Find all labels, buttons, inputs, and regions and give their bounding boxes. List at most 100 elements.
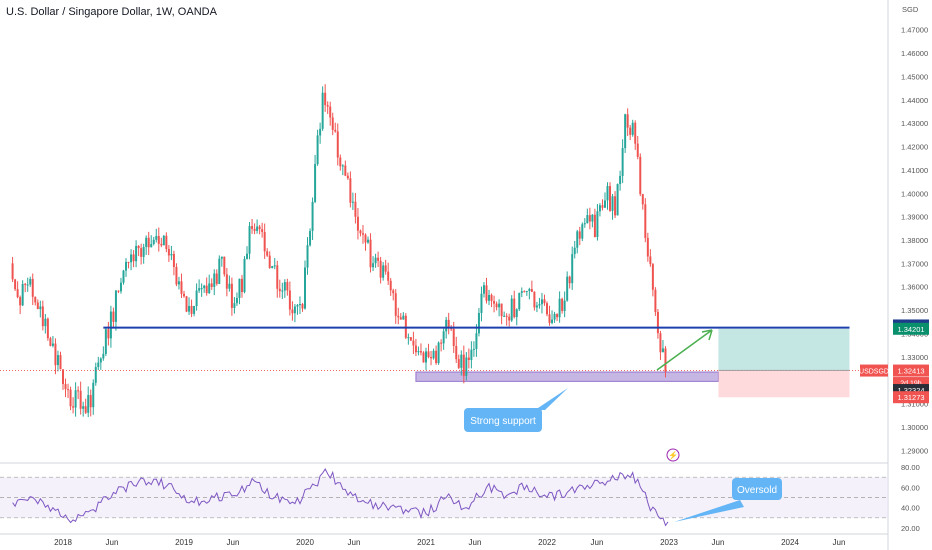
candle-body — [440, 342, 443, 344]
candle-body — [261, 229, 264, 232]
candle-body — [583, 223, 586, 225]
candle-body — [157, 236, 160, 244]
candle-body — [107, 329, 110, 339]
candle-body — [505, 315, 508, 317]
candle-body — [89, 395, 92, 408]
candle-body — [210, 283, 213, 287]
price-tick-label: 1.36000 — [901, 283, 928, 292]
candle-body — [631, 122, 634, 135]
candle-body — [258, 226, 261, 230]
candle-body — [387, 271, 390, 281]
candle-body — [278, 288, 281, 292]
candle-body — [208, 283, 211, 294]
price-tick-label: 1.47000 — [901, 26, 928, 35]
candle-body — [593, 214, 596, 238]
candle-body — [62, 369, 64, 385]
candle-body — [155, 236, 158, 240]
candle-body — [588, 215, 591, 222]
candle-body — [266, 251, 269, 256]
candle-body — [19, 297, 22, 306]
candle-body — [36, 302, 39, 310]
candle-body — [31, 278, 34, 297]
candle-body — [450, 328, 453, 330]
support-callout-pointer — [535, 388, 568, 410]
price-tag-label: 1.32324 — [897, 386, 924, 395]
price-tag-label: 1.34201 — [897, 325, 924, 334]
candle-body — [215, 273, 218, 284]
candle-body — [493, 301, 496, 304]
candle-body — [495, 303, 498, 308]
candle-body — [165, 235, 168, 249]
candle-body — [538, 304, 541, 306]
price-tag-label: 1.31273 — [897, 393, 924, 402]
candle-body — [576, 231, 579, 248]
candle-body — [213, 273, 216, 287]
candle-body — [44, 318, 47, 327]
candle-body — [304, 267, 306, 309]
candle-body — [356, 216, 359, 231]
candle-body — [651, 264, 654, 290]
price-tag — [893, 322, 929, 335]
candle-body — [659, 333, 662, 353]
candle-body — [39, 306, 42, 310]
lightning-icon — [666, 448, 680, 462]
price-tick-label: 1.46000 — [901, 49, 928, 58]
candle-body — [525, 290, 528, 292]
candle-body — [568, 276, 571, 284]
time-tick-label: 2022 — [538, 538, 556, 547]
symbol-tag-label: USDSGD — [859, 369, 889, 376]
candle-body — [220, 256, 223, 259]
time-tick-label: Jun — [833, 538, 846, 547]
candle-body — [130, 254, 133, 263]
candle-body — [21, 283, 24, 306]
candle-body — [119, 282, 122, 292]
candle-body — [183, 293, 185, 297]
candle-body — [374, 257, 377, 264]
candle-body — [87, 395, 90, 413]
candle-body — [629, 127, 632, 135]
symbol-tag — [860, 364, 888, 377]
lightning-glyph: ⚡ — [668, 450, 678, 460]
candle-body — [286, 282, 289, 291]
candle-body — [641, 194, 644, 205]
price-tag-label: 1.32413 — [897, 367, 924, 376]
candle-body — [276, 265, 279, 289]
candle-body — [230, 283, 233, 308]
zones — [415, 328, 850, 398]
candle-body — [190, 305, 193, 314]
candle-body — [548, 314, 551, 323]
projection-arrow — [656, 329, 713, 371]
candle-body — [379, 260, 382, 278]
stop-zone — [718, 370, 850, 398]
price-tick-label: 1.33000 — [901, 353, 928, 362]
candle-body — [235, 297, 238, 304]
candle-body — [422, 352, 425, 363]
time-tick-label: Jun — [712, 538, 725, 547]
candle-body — [72, 406, 75, 408]
candle-body — [125, 261, 128, 271]
candle-body — [51, 343, 54, 346]
price-tick-label: 1.42000 — [901, 143, 928, 152]
candle-body — [551, 319, 554, 323]
price-tick-label: 1.38000 — [901, 236, 928, 245]
candle-body — [523, 291, 526, 293]
candle-body — [477, 313, 480, 334]
candle-body — [558, 298, 561, 318]
candle-body — [533, 291, 536, 308]
candle-body — [225, 274, 228, 289]
price-tick-label: 1.37000 — [901, 259, 928, 268]
candle-body — [372, 263, 375, 268]
rsi-tick-label: 20.00 — [901, 524, 920, 533]
candle-body — [296, 305, 299, 307]
candle-body — [603, 200, 606, 208]
candle-body — [571, 254, 574, 284]
candle-body — [150, 243, 153, 248]
oversold-callout — [732, 478, 782, 500]
grid — [0, 0, 889, 550]
candle-body — [394, 293, 397, 316]
time-tick-label: 2021 — [417, 538, 435, 547]
candle-body — [465, 357, 468, 376]
candle-body — [636, 143, 639, 157]
candle-body — [16, 289, 19, 298]
